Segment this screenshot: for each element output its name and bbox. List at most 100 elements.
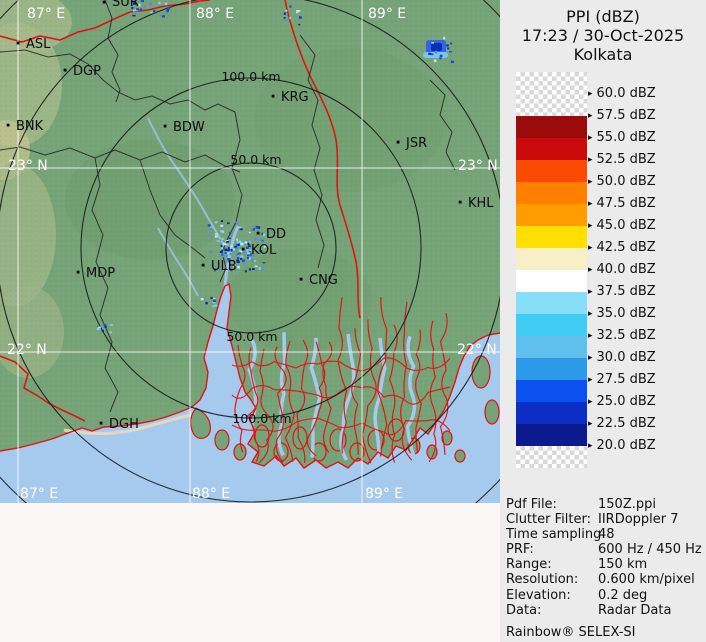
legend-band xyxy=(516,314,587,336)
metadata-label: PRF: xyxy=(506,542,534,558)
echo-speckle xyxy=(210,227,213,230)
metadata-value: Radar Data xyxy=(598,602,672,618)
echo-speckle xyxy=(103,324,107,327)
echo-speckle xyxy=(207,224,211,227)
legend-tick-label: ▸ 30.0 dBZ xyxy=(588,350,656,365)
echo-speckle xyxy=(258,267,262,270)
echo-speckle xyxy=(214,235,218,238)
echo-speckle xyxy=(446,44,449,47)
tick-arrow-icon: ▸ xyxy=(588,331,593,341)
delta-channel xyxy=(246,339,258,461)
echo-speckle xyxy=(140,0,144,3)
echo-speckle xyxy=(227,247,230,250)
echo-speckle xyxy=(221,249,223,252)
echo-speckle xyxy=(225,243,229,246)
tick-arrow-icon: ▸ xyxy=(588,375,593,385)
echo-speckle xyxy=(439,54,443,58)
legend-band xyxy=(516,380,587,402)
echo-speckle xyxy=(143,5,146,9)
legend-band xyxy=(516,358,587,380)
echo-speckle xyxy=(284,18,287,21)
echo-speckle xyxy=(226,241,230,243)
echo-speckle xyxy=(254,259,257,262)
echo-speckle xyxy=(450,60,454,64)
range-ring-label: 50.0 km xyxy=(230,152,281,167)
legend-band xyxy=(516,424,587,446)
echo-speckle xyxy=(233,264,236,267)
echo-speckle xyxy=(240,240,243,243)
echo-speckle xyxy=(247,254,250,257)
echo-speckle xyxy=(216,240,220,242)
legend-band xyxy=(516,402,587,424)
echo-speckle xyxy=(166,9,169,13)
tick-arrow-icon: ▸ xyxy=(588,309,593,319)
echo-speckle xyxy=(229,231,232,235)
metadata-value: 600 Hz / 450 Hz xyxy=(598,542,702,558)
metadata-label: Clutter Filter: xyxy=(506,512,591,528)
echo-speckle xyxy=(159,14,162,17)
tidal-channel xyxy=(231,385,451,405)
city-dot xyxy=(63,68,67,72)
echo-speckle xyxy=(214,221,218,224)
legend-tick-label: ▸ 60.0 dBZ xyxy=(588,86,656,101)
echo-speckle xyxy=(234,245,238,249)
city-label: DGP xyxy=(73,64,101,79)
echo-speckle xyxy=(242,261,245,265)
metadata-row: Time sampling: 48 xyxy=(506,527,704,542)
echo-speckle xyxy=(213,268,217,272)
latitude-label: 23° N xyxy=(458,158,498,174)
echo-speckle xyxy=(237,265,240,269)
metadata-rows: Pdf File: 150Z.ppi Clutter Filter: IIRDoppl… xyxy=(506,497,704,618)
echo-speckle xyxy=(222,255,225,258)
city-label: JSR xyxy=(405,136,427,151)
legend-tick-label: ▸ 47.5 dBZ xyxy=(588,196,656,211)
echo-speckle xyxy=(251,227,254,230)
echo-speckle xyxy=(211,264,214,266)
metadata-value: IIRDoppler 7 xyxy=(598,512,679,528)
echo-speckle xyxy=(247,242,250,245)
echo-speckle xyxy=(260,268,264,271)
city-dot xyxy=(163,124,167,128)
echo-speckle xyxy=(262,262,266,264)
echo-speckle xyxy=(246,249,250,252)
echo-speckle xyxy=(228,253,232,256)
range-ring-label: 100.0 km xyxy=(232,411,291,426)
city-dot xyxy=(6,123,10,127)
tidal-channel xyxy=(377,297,388,457)
echo-speckle xyxy=(244,241,248,244)
echo-speckle xyxy=(97,326,101,329)
echo-speckle xyxy=(450,42,453,45)
radar-echoes xyxy=(96,0,454,334)
echo-speckle xyxy=(219,251,223,253)
echo-speckle xyxy=(220,247,224,250)
city-label: ULB xyxy=(211,259,237,274)
echo-speckle xyxy=(232,248,236,251)
echo-speckle xyxy=(225,260,228,263)
echo-speckle xyxy=(132,14,136,17)
echo-speckle xyxy=(109,331,112,334)
legend-tick-label: ▸ 50.0 dBZ xyxy=(588,174,656,189)
city-label: DD xyxy=(266,227,286,242)
echo-speckle xyxy=(164,2,168,6)
tick-arrow-icon: ▸ xyxy=(588,265,593,275)
legend-band-overflow xyxy=(516,72,587,116)
echo-speckle xyxy=(259,238,263,241)
echo-speckle xyxy=(226,252,230,255)
tick-arrow-icon: ▸ xyxy=(588,243,593,253)
echo-speckle xyxy=(236,238,238,241)
city-dot xyxy=(299,277,303,281)
echo-speckle xyxy=(133,2,137,5)
legend-band xyxy=(516,292,587,314)
city-dot xyxy=(201,263,205,267)
echo-speckle xyxy=(240,243,244,246)
echo-speckle xyxy=(230,245,233,248)
metadata-row: Pdf File: 150Z.ppi xyxy=(506,497,704,512)
echo-speckle xyxy=(296,9,299,12)
legend-band xyxy=(516,204,587,226)
tidal-channel xyxy=(258,348,274,464)
city-label: CNG xyxy=(309,273,338,288)
legend-tick-label: ▸ 35.0 dBZ xyxy=(588,306,656,321)
echo-speckle xyxy=(250,258,254,261)
city-dot xyxy=(271,94,275,98)
